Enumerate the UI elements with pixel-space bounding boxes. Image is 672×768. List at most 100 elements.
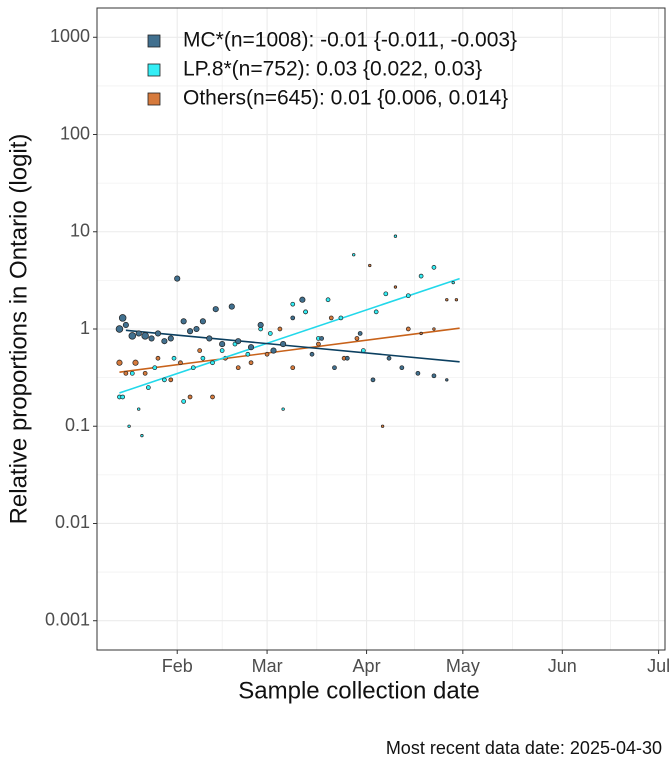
data-point [155, 355, 161, 361]
data-point [200, 355, 206, 361]
data-point [281, 407, 285, 411]
data-point [319, 336, 324, 341]
data-point [328, 315, 334, 321]
data-point [127, 424, 131, 428]
data-point [210, 394, 215, 400]
data-point [399, 365, 405, 371]
data-point [187, 394, 193, 400]
y-tick-label: 1000 [50, 26, 90, 46]
data-point [386, 355, 392, 361]
data-point [368, 263, 372, 268]
data-point [431, 265, 437, 270]
data-point [178, 360, 183, 366]
legend-key [147, 63, 161, 77]
x-tick-label: Jul [647, 656, 670, 676]
data-point [137, 407, 141, 411]
data-point [199, 318, 206, 325]
x-axis-title: Sample collection date [238, 677, 479, 704]
data-point [357, 331, 363, 336]
caption: Most recent data date: 2025-04-30 [386, 738, 662, 758]
data-point [280, 341, 287, 348]
data-point [129, 370, 135, 376]
data-point [405, 326, 411, 332]
data-point [383, 291, 389, 297]
legend-label: LP.8*(n=752): 0.03 {0.022, 0.03} [183, 58, 482, 81]
data-point [212, 306, 219, 313]
data-point [128, 332, 137, 340]
data-point [161, 338, 168, 345]
trend-line [125, 329, 460, 363]
data-point [181, 399, 186, 404]
data-point [344, 355, 350, 361]
y-tick-label: 100 [60, 123, 90, 143]
data-point [219, 341, 226, 348]
data-point [393, 285, 398, 289]
x-tick-label: Feb [162, 656, 193, 676]
data-point [316, 341, 321, 347]
x-tick-label: Jun [548, 656, 577, 676]
data-point [405, 293, 411, 299]
data-point [167, 335, 174, 342]
data-point [290, 315, 296, 321]
data-point [122, 321, 129, 329]
data-point [245, 351, 251, 357]
data-point [135, 330, 142, 337]
y-tick-label: 1 [80, 318, 90, 338]
data-point [180, 318, 187, 325]
trend-line [119, 277, 460, 394]
data-point [264, 351, 270, 357]
data-point [270, 347, 277, 354]
data-point [115, 325, 124, 333]
data-point [325, 297, 331, 303]
data-point [370, 377, 376, 383]
data-point [210, 360, 215, 366]
data-point [309, 351, 315, 357]
legend-key [147, 34, 161, 48]
data-point [267, 331, 273, 336]
x-tick-label: Mar [252, 656, 283, 676]
data-point [290, 365, 296, 371]
data-point [432, 327, 436, 331]
panel-border [96, 7, 666, 651]
legend-label: Others(n=645): 0.01 {0.006, 0.014} [183, 87, 508, 110]
data-point [187, 328, 194, 335]
data-point [171, 355, 177, 361]
data-point [168, 377, 174, 383]
data-point [140, 434, 144, 438]
trend-line [119, 327, 460, 373]
legend-label: MC*(n=1008): -0.01 {-0.011, -0.003} [183, 29, 517, 52]
data-point [431, 373, 437, 379]
data-point [228, 303, 235, 310]
data-point [418, 273, 424, 279]
x-tick-label: Apr [353, 656, 381, 676]
data-point [454, 298, 459, 302]
data-point [118, 314, 127, 322]
data-point [123, 370, 129, 376]
data-point [235, 338, 242, 345]
data-point [120, 394, 126, 400]
data-point [445, 298, 449, 302]
data-point [257, 321, 264, 329]
data-point [247, 344, 255, 351]
data-point [141, 332, 149, 340]
data-point [303, 309, 308, 315]
data-point [193, 325, 200, 333]
data-point [393, 234, 398, 238]
data-point [148, 335, 155, 342]
data-point [373, 309, 379, 315]
data-point [162, 377, 167, 383]
data-point [354, 336, 360, 341]
data-point [299, 296, 306, 303]
data-point [338, 315, 344, 321]
data-point [132, 359, 139, 366]
data-point [206, 335, 213, 342]
data-point [174, 275, 181, 282]
y-tick-label: 0.1 [65, 415, 90, 435]
data-point [197, 348, 203, 353]
grid [97, 8, 665, 650]
data-point [145, 385, 151, 390]
data-point [219, 348, 225, 353]
x-tick-label: May [446, 656, 480, 676]
data-point [352, 253, 356, 257]
